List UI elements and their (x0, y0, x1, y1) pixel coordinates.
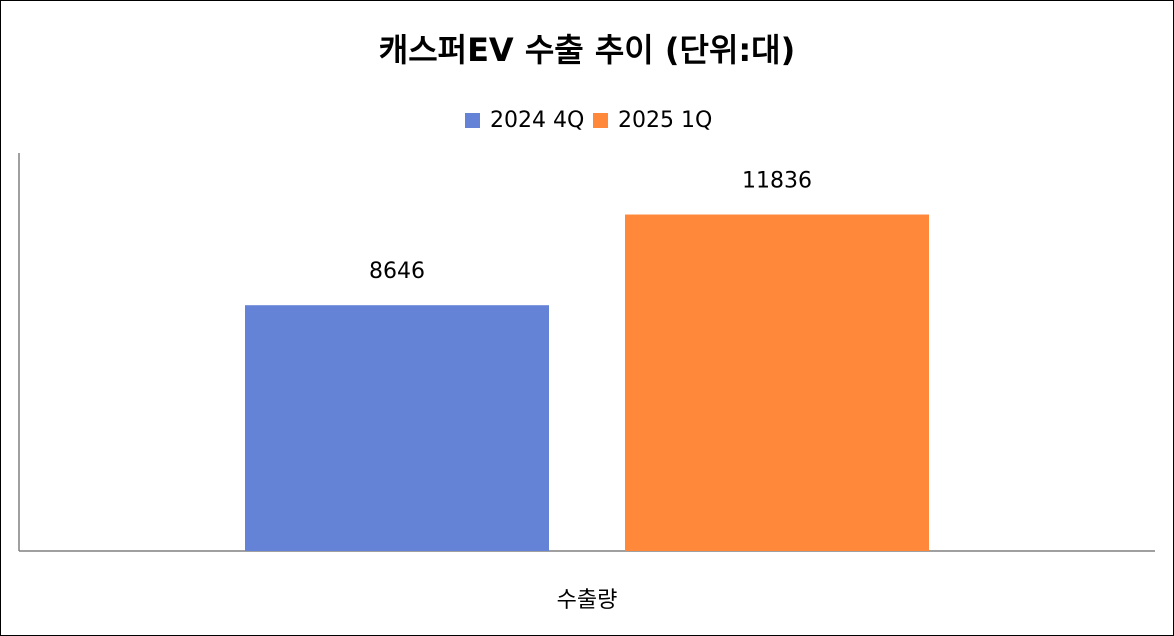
bar (245, 305, 549, 551)
legend-swatch (593, 113, 608, 128)
bar (625, 214, 929, 552)
x-tick-label: 수출량 (557, 588, 618, 613)
value-label: 8646 (369, 259, 425, 284)
value-label: 11836 (742, 169, 812, 194)
chart-title: 캐스퍼EV 수출 추이 (단위:대) (379, 31, 796, 69)
legend-swatch (465, 113, 480, 128)
legend-label: 2024 4Q (490, 108, 584, 133)
legend-label: 2025 1Q (618, 108, 712, 133)
